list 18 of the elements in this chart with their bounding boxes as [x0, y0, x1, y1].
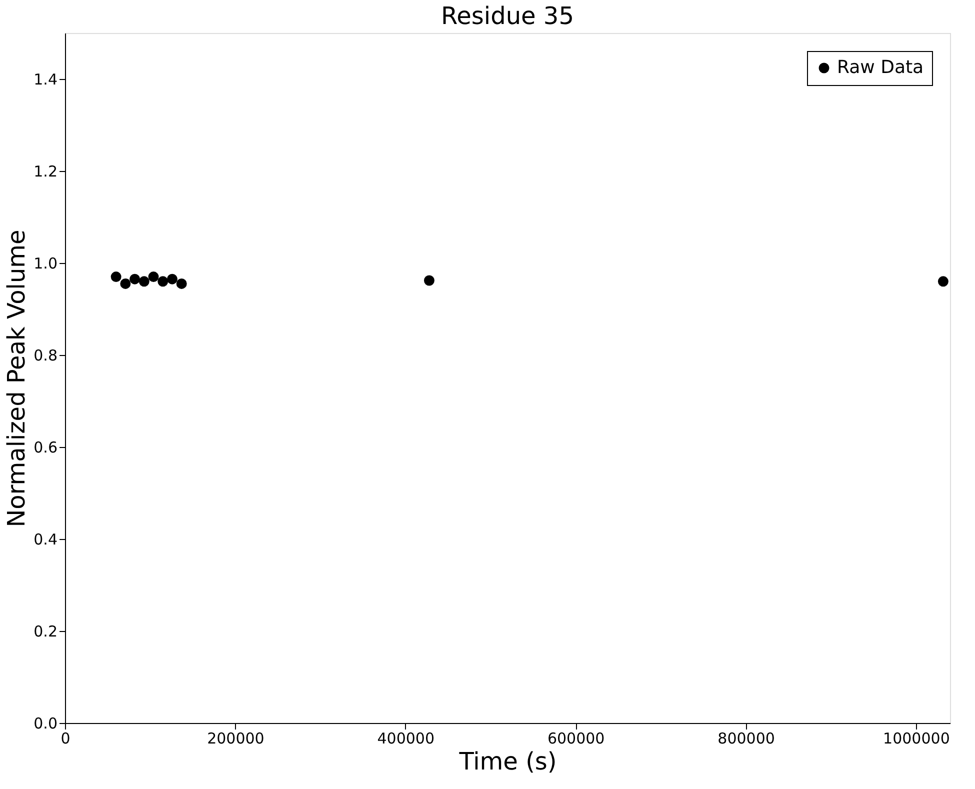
- y-tick-label: 1.4: [34, 70, 58, 88]
- y-axis-title: Normalized Peak Volume: [2, 230, 31, 528]
- y-tick-label: 1.2: [34, 162, 58, 180]
- x-tick-label: 1000000: [883, 730, 950, 748]
- y-tick-label: 0.6: [34, 438, 58, 456]
- x-tick-label: 0: [60, 730, 70, 748]
- x-tick-label: 400000: [377, 730, 435, 748]
- y-tick-label: 0.0: [34, 714, 58, 732]
- y-tick-label: 0.2: [34, 622, 58, 640]
- x-axis-title: Time (s): [458, 748, 557, 776]
- x-tick-label: 600000: [547, 730, 605, 748]
- y-tick-label: 0.8: [34, 346, 58, 364]
- y-tick-label: 0.4: [34, 530, 58, 548]
- x-tick-label: 800000: [718, 730, 775, 748]
- y-tick-label: 1.0: [34, 254, 58, 272]
- legend-label: Raw Data: [837, 57, 924, 78]
- x-tick-label: 200000: [207, 730, 264, 748]
- chart-title: Residue 35: [441, 2, 574, 30]
